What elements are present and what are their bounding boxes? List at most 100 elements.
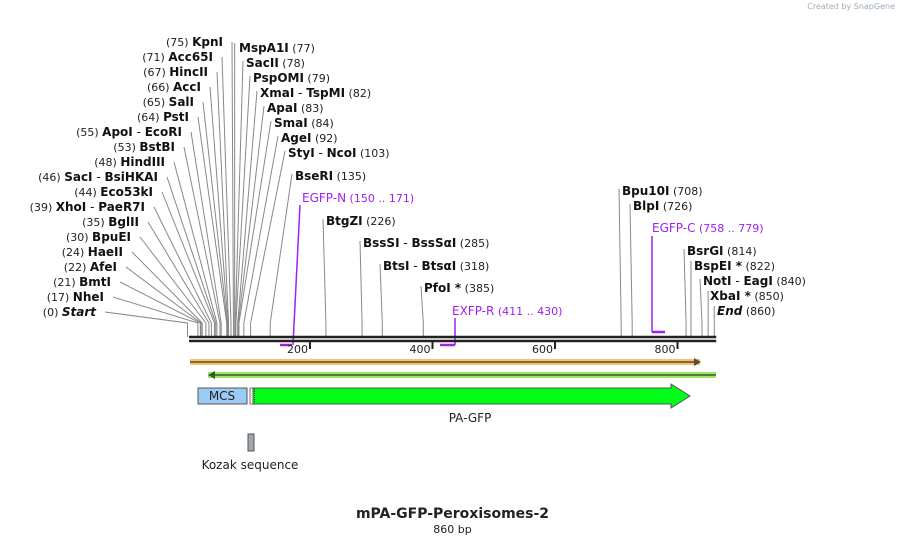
enzyme-site-apoi[interactable]: (55) ApoI - EcoRI bbox=[76, 125, 222, 337]
mcs-box[interactable] bbox=[197, 387, 248, 405]
enzyme-label[interactable]: (30) BpuEI bbox=[66, 230, 131, 244]
primer-leader-line bbox=[292, 204, 301, 346]
enzyme-label[interactable]: XmaI - TspMI (82) bbox=[260, 86, 371, 100]
enzyme-site-psti[interactable]: (64) PstI bbox=[137, 110, 228, 337]
enzyme-site-pfoi[interactable]: PfoI * (385) bbox=[420, 281, 494, 337]
enzyme-site-btgzi[interactable]: BtgZI (226) bbox=[322, 214, 396, 337]
kozak-box[interactable] bbox=[247, 433, 255, 452]
enzyme-site-eco53ki[interactable]: (44) Eco53kI bbox=[74, 185, 215, 337]
enzyme-label[interactable]: (55) ApoI - EcoRI bbox=[76, 125, 182, 139]
primer-label[interactable]: EGFP-C (758 .. 779) bbox=[652, 221, 764, 235]
enzyme-site-hincii[interactable]: (67) HincII bbox=[143, 65, 230, 337]
primer-egfp-c[interactable]: EGFP-C (758 .. 779) bbox=[651, 221, 764, 334]
enzyme-site-bseri[interactable]: BseRI (135) bbox=[269, 169, 366, 337]
enzyme-label[interactable]: SacII (78) bbox=[246, 56, 305, 70]
enzyme-position: (71) bbox=[142, 51, 168, 64]
enzyme-label[interactable]: ApaI (83) bbox=[267, 101, 324, 115]
enzyme-cut-line bbox=[269, 173, 293, 337]
enzyme-label[interactable]: BlpI (726) bbox=[633, 199, 692, 213]
enzyme-label[interactable]: BspEI * (822) bbox=[694, 259, 775, 273]
enzyme-site-xbai[interactable]: XbaI * (850) bbox=[707, 289, 784, 337]
enzyme-name: KpnI bbox=[192, 35, 223, 49]
enzyme-label[interactable]: (66) AccI bbox=[147, 80, 201, 94]
enzyme-label[interactable]: (71) Acc65I bbox=[142, 50, 213, 64]
enzyme-label[interactable]: MspA1I (77) bbox=[239, 41, 315, 55]
enzyme-label[interactable]: XbaI * (850) bbox=[710, 289, 784, 303]
enzyme-label[interactable]: End (860) bbox=[717, 304, 775, 318]
feature-mcs[interactable]: MCS bbox=[197, 387, 248, 405]
enzyme-label[interactable]: (35) BglII bbox=[82, 215, 139, 229]
enzyme-site-acci[interactable]: (66) AccI bbox=[147, 80, 229, 337]
enzyme-site-kpni[interactable]: (75) KpnI bbox=[166, 35, 234, 337]
enzyme-site-bglii[interactable]: (35) BglII bbox=[82, 215, 210, 337]
enzyme-site-xhoi[interactable]: (39) XhoI - PaeR7I bbox=[30, 200, 212, 337]
enzyme-site-haeii[interactable]: (24) HaeII bbox=[62, 245, 203, 337]
enzyme-site-agei[interactable]: AgeI (92) bbox=[243, 131, 338, 337]
enzyme-site-bsrgi[interactable]: BsrGI (814) bbox=[683, 244, 757, 337]
enzyme-site-blpi[interactable]: BlpI (726) bbox=[629, 199, 692, 337]
enzyme-site-sali[interactable]: (65) SalI bbox=[143, 95, 228, 337]
enzyme-cut-line bbox=[420, 285, 424, 337]
enzyme-site-bspei[interactable]: BspEI * (822) bbox=[690, 259, 775, 337]
feature-kozak[interactable]: Kozak sequence bbox=[202, 433, 299, 472]
enzyme-label[interactable]: (24) HaeII bbox=[62, 245, 123, 259]
enzyme-site-smai[interactable]: SmaI (84) bbox=[238, 116, 334, 337]
enzyme-label[interactable]: (65) SalI bbox=[143, 95, 194, 109]
enzyme-site-start[interactable]: (0) Start bbox=[43, 305, 188, 337]
enzyme-label[interactable]: (39) XhoI - PaeR7I bbox=[30, 200, 145, 214]
enzyme-label[interactable]: (67) HincII bbox=[143, 65, 208, 79]
enzyme-label[interactable]: BtsI - BtsαI (318) bbox=[383, 259, 489, 273]
enzyme-site-end[interactable]: End (860) bbox=[713, 304, 775, 337]
enzyme-label[interactable]: (48) HindIII bbox=[94, 155, 165, 169]
enzyme-label[interactable]: BseRI (135) bbox=[295, 169, 366, 183]
enzyme-name: StyI bbox=[288, 146, 315, 160]
enzyme-label[interactable]: SmaI (84) bbox=[274, 116, 334, 130]
enzyme-label[interactable]: Bpu10I (708) bbox=[622, 184, 703, 198]
enzyme-cut-line bbox=[629, 203, 633, 337]
enzyme-site-bsssi[interactable]: BssSI - BssSαI (285) bbox=[359, 236, 489, 337]
enzyme-label[interactable]: BtgZI (226) bbox=[326, 214, 396, 228]
enzyme-site-saci[interactable]: (46) SacI - BsiHKAI bbox=[38, 170, 217, 337]
enzyme-site-mspa1i[interactable]: MspA1I (77) bbox=[234, 41, 315, 337]
enzyme-label[interactable]: PspOMI (79) bbox=[253, 71, 330, 85]
enzyme-label[interactable]: (21) BmtI bbox=[53, 275, 111, 289]
enzyme-site-acc65i[interactable]: (71) Acc65I bbox=[142, 50, 232, 337]
enzyme-site-bmti[interactable]: (21) BmtI bbox=[53, 275, 201, 337]
enzyme-site-apai[interactable]: ApaI (83) bbox=[237, 101, 324, 337]
enzyme-label[interactable]: (53) BstBI bbox=[113, 140, 175, 154]
enzyme-label[interactable]: PfoI * (385) bbox=[424, 281, 494, 295]
enzyme-site-bstbi[interactable]: (53) BstBI bbox=[113, 140, 221, 337]
enzyme-cut-line bbox=[231, 41, 234, 337]
enzyme-site-noti[interactable]: NotI - EagI (840) bbox=[699, 274, 806, 337]
enzyme-position: (226) bbox=[363, 215, 396, 228]
enzyme-label[interactable]: (75) KpnI bbox=[166, 35, 223, 49]
enzyme-cut-line bbox=[683, 248, 687, 337]
primer-label[interactable]: EGFP-N (150 .. 171) bbox=[302, 191, 414, 205]
enzyme-label[interactable]: StyI - NcoI (103) bbox=[288, 146, 390, 160]
enzyme-label[interactable]: (17) NheI bbox=[47, 290, 104, 304]
feature-pa-gfp[interactable]: PA-GFP bbox=[249, 383, 691, 425]
primer-exfp-r[interactable]: EXFP-R (411 .. 430) bbox=[440, 304, 562, 347]
primer-label[interactable]: EXFP-R (411 .. 430) bbox=[452, 304, 562, 318]
pa-gfp-arrow[interactable] bbox=[252, 383, 691, 409]
enzyme-label[interactable]: (64) PstI bbox=[137, 110, 189, 124]
enzyme-site-nhei[interactable]: (17) NheI bbox=[47, 290, 199, 337]
enzyme-site-xmai[interactable]: XmaI - TspMI (82) bbox=[237, 86, 371, 337]
enzyme-label[interactable]: BssSI - BssSαI (285) bbox=[363, 236, 489, 250]
enzyme-site-bpuei[interactable]: (30) BpuEI bbox=[66, 230, 207, 337]
enzyme-label[interactable]: (22) AfeI bbox=[64, 260, 117, 274]
enzyme-site-sacii[interactable]: SacII (78) bbox=[234, 56, 305, 337]
enzyme-label[interactable]: NotI - EagI (840) bbox=[703, 274, 806, 288]
primer-egfp-n[interactable]: EGFP-N (150 .. 171) bbox=[280, 191, 414, 347]
enzyme-label[interactable]: BsrGI (814) bbox=[687, 244, 757, 258]
enzyme-label[interactable]: AgeI (92) bbox=[281, 131, 338, 145]
enzyme-label[interactable]: (46) SacI - BsiHKAI bbox=[38, 170, 158, 184]
enzyme-label[interactable]: (44) Eco53kI bbox=[74, 185, 153, 199]
enzyme-site-styi[interactable]: StyI - NcoI (103) bbox=[250, 146, 390, 337]
enzyme-label[interactable]: (0) Start bbox=[43, 305, 97, 319]
enzyme-site-btsi[interactable]: BtsI - BtsαI (318) bbox=[379, 259, 489, 337]
enzyme-site-afei[interactable]: (22) AfeI bbox=[64, 260, 202, 337]
enzyme-site-bpu10i[interactable]: Bpu10I (708) bbox=[618, 184, 703, 337]
enzyme-site-pspomi[interactable]: PspOMI (79) bbox=[235, 71, 330, 337]
enzyme-site-hindiii[interactable]: (48) HindIII bbox=[94, 155, 218, 337]
